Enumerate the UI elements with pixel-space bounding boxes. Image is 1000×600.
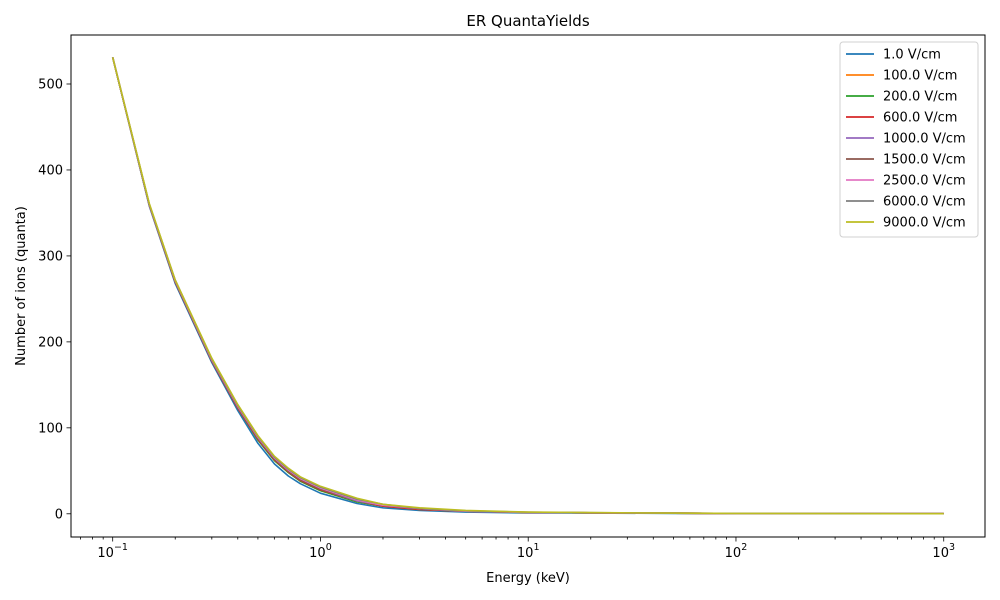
legend-label-1: 100.0 V/cm <box>883 69 957 84</box>
x-tick-label: 101 <box>517 542 540 561</box>
y-tick-label: 100 <box>38 421 63 436</box>
y-tick-label: 200 <box>38 335 63 350</box>
x-tick-label: 10−1 <box>97 542 128 561</box>
legend-label-7: 6000.0 V/cm <box>883 195 966 210</box>
legend-label-4: 1000.0 V/cm <box>883 132 966 147</box>
y-tick-label: 300 <box>38 249 63 264</box>
y-tick-label: 400 <box>38 163 63 178</box>
x-axis-label: Energy (keV) <box>486 571 570 586</box>
legend: 1.0 V/cm 100.0 V/cm 200.0 V/cm 600.0 V/cm 10… <box>839 41 979 238</box>
legend-label-3: 600.0 V/cm <box>883 111 957 126</box>
y-tick-label: 0 <box>55 507 63 522</box>
legend-label-6: 2500.0 V/cm <box>883 174 966 189</box>
chart-title: ER QuantaYields <box>466 12 589 30</box>
x-tick-label: 102 <box>725 542 748 561</box>
legend-label-5: 1500.0 V/cm <box>883 153 966 168</box>
series-line-8 <box>111 57 944 515</box>
plot-area <box>111 57 944 515</box>
y-axis-label: Number of ions (quanta) <box>14 206 29 366</box>
x-tick-label: 100 <box>309 542 332 561</box>
legend-box <box>839 41 979 238</box>
y-axis: 0 100 200 300 400 500 <box>38 77 71 522</box>
y-tick-label: 500 <box>38 77 63 92</box>
legend-label-2: 200.0 V/cm <box>883 90 957 105</box>
legend-label-0: 1.0 V/cm <box>883 48 941 63</box>
x-axis: 10−1 100 101 102 103 <box>80 537 955 561</box>
legend-label-8: 9000.0 V/cm <box>883 216 966 231</box>
x-tick-label: 103 <box>932 542 955 561</box>
